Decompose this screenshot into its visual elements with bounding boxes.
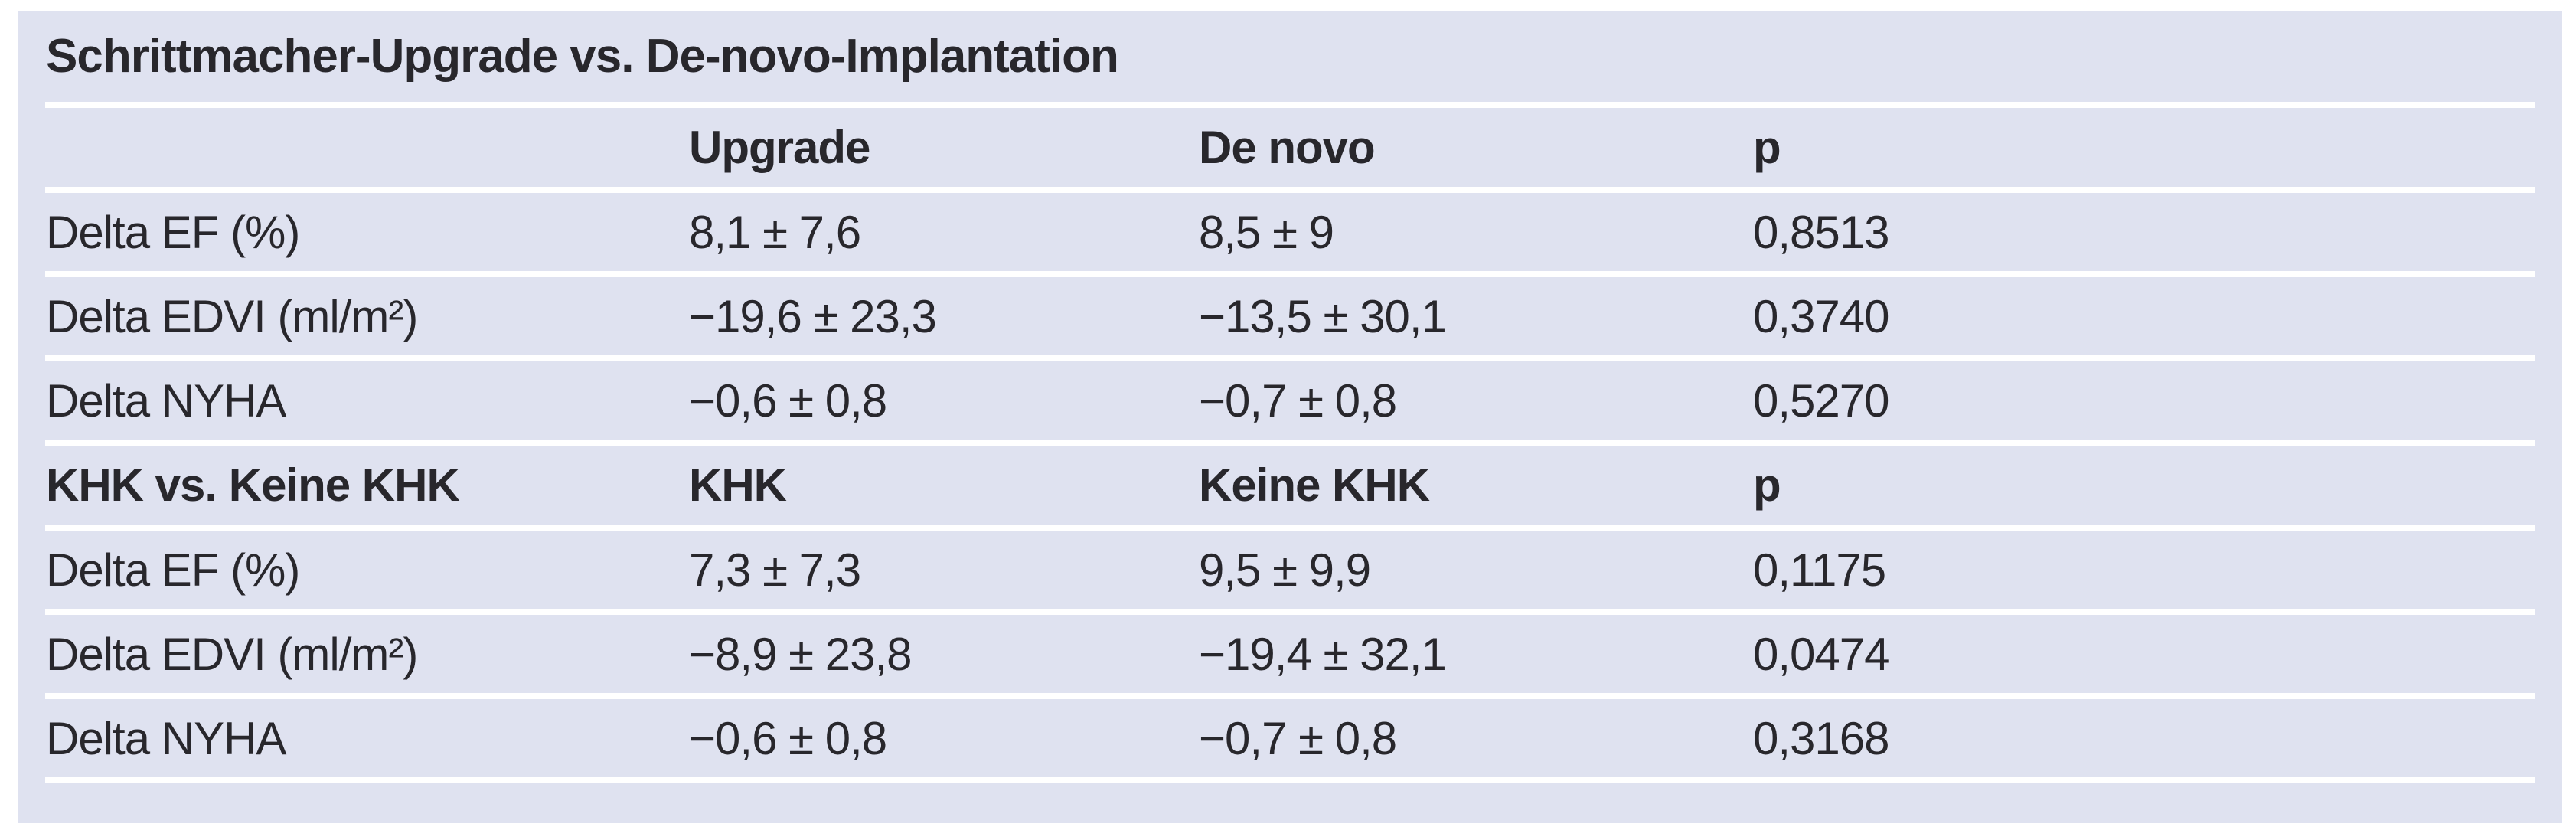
table-row: Delta EDVI (ml/m²) −8,9 ± 23,8 −19,4 ± 3… — [18, 615, 2562, 693]
cell-value: −0,7 ± 0,8 — [1199, 712, 1397, 764]
table-footer-band — [18, 783, 2562, 823]
separator-rule — [45, 355, 2535, 361]
cell-value: 9,5 ± 9,9 — [1199, 544, 1371, 596]
cell-value: −0,7 ± 0,8 — [1199, 374, 1397, 427]
separator-rule — [45, 609, 2535, 615]
column-header-khk: KHK — [689, 459, 787, 511]
section2-header-row: KHK vs. Keine KHK KHK Keine KHK p — [18, 446, 2562, 525]
statistics-table: Schrittmacher-Upgrade vs. De-novo-Implan… — [18, 11, 2562, 823]
table-row: Delta EF (%) 7,3 ± 7,3 9,5 ± 9,9 0,1175 — [18, 531, 2562, 609]
section2-header-label: KHK vs. Keine KHK — [46, 459, 460, 511]
p-value: 0,5270 — [1753, 374, 1890, 427]
cell-value: 8,1 ± 7,6 — [689, 206, 861, 258]
separator-rule — [45, 102, 2535, 108]
table-title: Schrittmacher-Upgrade vs. De-novo-Implan… — [46, 30, 1119, 83]
separator-rule — [45, 525, 2535, 531]
separator-rule — [45, 693, 2535, 699]
table-row: Delta EDVI (ml/m²) −19,6 ± 23,3 −13,5 ± … — [18, 277, 2562, 355]
table-row: Delta NYHA −0,6 ± 0,8 −0,7 ± 0,8 0,3168 — [18, 699, 2562, 777]
separator-rule — [45, 777, 2535, 783]
cell-value: −19,6 ± 23,3 — [689, 290, 937, 342]
cell-value: −0,6 ± 0,8 — [689, 374, 887, 427]
row-label: Delta EDVI (ml/m²) — [46, 290, 418, 342]
section1-header-row: Upgrade De novo p — [18, 108, 2562, 187]
p-value: 0,0474 — [1753, 628, 1890, 680]
row-label: Delta EF (%) — [46, 544, 300, 596]
cell-value: −19,4 ± 32,1 — [1199, 628, 1447, 680]
p-value: 0,3168 — [1753, 712, 1890, 764]
column-header-keine-khk: Keine KHK — [1199, 459, 1430, 511]
row-label: Delta EF (%) — [46, 206, 300, 258]
separator-rule — [45, 271, 2535, 277]
cell-value: 8,5 ± 9 — [1199, 206, 1334, 258]
cell-value: −0,6 ± 0,8 — [689, 712, 887, 764]
column-header-de-novo: De novo — [1199, 122, 1376, 173]
row-label: Delta NYHA — [46, 374, 286, 427]
table-row: Delta NYHA −0,6 ± 0,8 −0,7 ± 0,8 0,5270 — [18, 361, 2562, 440]
separator-rule — [45, 440, 2535, 446]
cell-value: 7,3 ± 7,3 — [689, 544, 861, 596]
column-header-upgrade: Upgrade — [689, 122, 870, 173]
table-row: Delta EF (%) 8,1 ± 7,6 8,5 ± 9 0,8513 — [18, 193, 2562, 271]
cell-value: −13,5 ± 30,1 — [1199, 290, 1447, 342]
p-value: 0,3740 — [1753, 290, 1890, 342]
table-title-band: Schrittmacher-Upgrade vs. De-novo-Implan… — [18, 11, 2562, 102]
p-value: 0,1175 — [1753, 544, 1886, 596]
row-label: Delta NYHA — [46, 712, 286, 764]
p-value: 0,8513 — [1753, 206, 1890, 258]
separator-rule — [45, 187, 2535, 193]
column-header-p: p — [1753, 459, 1781, 511]
row-label: Delta EDVI (ml/m²) — [46, 628, 418, 680]
cell-value: −8,9 ± 23,8 — [689, 628, 913, 680]
column-header-p: p — [1753, 122, 1781, 173]
